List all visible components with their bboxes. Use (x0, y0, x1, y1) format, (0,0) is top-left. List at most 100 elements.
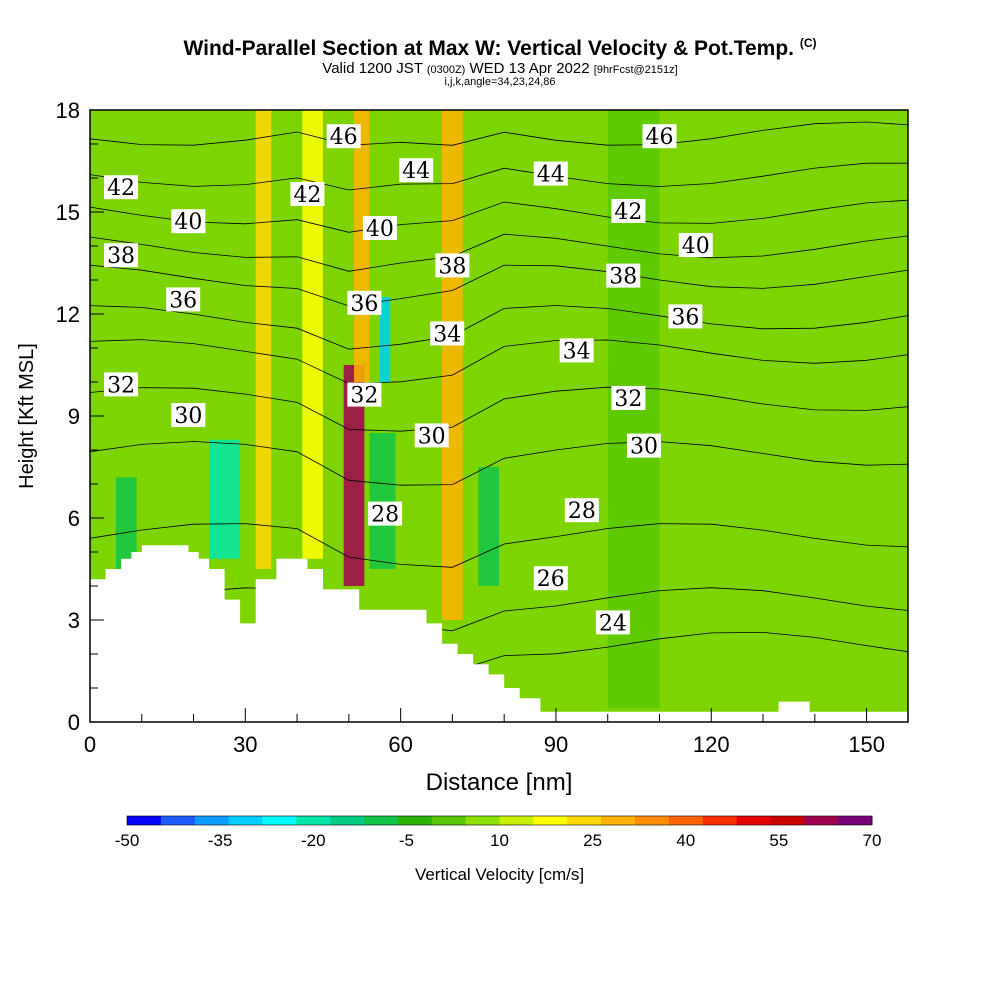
contour-label-box (347, 382, 382, 407)
velocity-band (354, 110, 370, 382)
contour-label-text: 30 (174, 404, 202, 429)
contour-label: 44 (399, 158, 434, 184)
contour-label-box (290, 182, 325, 206)
contour-label-text: 26 (537, 567, 565, 592)
x-tick-label: 0 (84, 732, 96, 757)
colorbar-swatch (702, 816, 738, 825)
contour-label-text: 40 (682, 234, 710, 259)
contour-label: 36 (668, 304, 703, 330)
colorbar-tick-label: -5 (399, 831, 414, 850)
contour-label: 42 (290, 182, 325, 208)
x-tick-label: 60 (388, 732, 412, 757)
contour-label-box (414, 423, 449, 448)
contour-label-box (606, 263, 641, 288)
contour-label-text: 46 (330, 125, 358, 150)
isentrope-38 (90, 264, 908, 307)
colorbar-swatch (736, 816, 771, 825)
velocity-band (209, 439, 241, 559)
colorbar-tick-label: 70 (863, 831, 882, 850)
velocity-band (379, 297, 391, 382)
colorbar-swatch (838, 816, 873, 825)
y-tick-label: 12 (56, 302, 80, 327)
colorbar-swatch (127, 816, 162, 825)
contour-label: 32 (104, 372, 139, 398)
velocity-band (255, 110, 272, 569)
y-tick-label: 18 (56, 98, 80, 123)
contour-label-text: 44 (537, 163, 565, 188)
isentrope-26 (90, 587, 908, 632)
chart-title: Wind-Parallel Section at Max W: Vertical… (183, 36, 817, 60)
isentrope-46 (90, 121, 908, 146)
contour-labels: 46 46 42 42 44 44 40 40 42 38 38 40 36 36 38 34 36 34 32 32… (104, 124, 713, 636)
contour-label: 38 (104, 243, 139, 269)
contour-label-text: 36 (671, 305, 699, 330)
colorbar-frame (126, 815, 873, 826)
colorbar-swatch (160, 816, 196, 825)
velocity-band (369, 433, 396, 569)
contour-label-text: 38 (107, 244, 135, 269)
contour-label: 28 (564, 498, 599, 524)
contour-label-box (104, 243, 139, 268)
chart-subtitle: Valid 1200 JST (0300Z) WED 13 Apr 2022 [… (322, 60, 678, 77)
chart-indices: i,j,k,angle=34,23,24,86 (444, 76, 556, 88)
contour-label-text: 30 (630, 435, 658, 460)
colorbar-swatch (228, 816, 263, 825)
contour-label: 28 (368, 501, 403, 528)
colorbar-swatch (533, 816, 568, 825)
colorbar-swatch (499, 816, 534, 825)
contour-label-text: 36 (350, 292, 378, 317)
contour-label-box (668, 304, 703, 329)
contour-label-box (642, 124, 677, 149)
contour-label-text: 24 (599, 611, 627, 636)
colorbar-swatch (262, 816, 297, 825)
colorbar-swatch (601, 816, 636, 825)
colorbar-swatch (668, 816, 704, 825)
colorbar-tick-label: 55 (769, 831, 788, 850)
x-tick-label: 150 (848, 732, 885, 757)
contour-label-text: 34 (433, 322, 461, 347)
contour-label: 32 (611, 386, 646, 412)
contour-label: 24 (595, 610, 630, 636)
isentrope-44 (90, 162, 908, 191)
colorbar-tick-label: 40 (676, 831, 695, 850)
velocity-band (115, 477, 137, 569)
contour-label-text: 44 (402, 159, 430, 184)
colorbar-tick-label: -20 (301, 831, 326, 850)
contour-label: 26 (533, 566, 568, 592)
colorbar-swatch (770, 816, 805, 825)
velocity-band (478, 467, 499, 586)
y-tick-label: 6 (68, 506, 80, 531)
contour-label-box (611, 386, 646, 410)
colorbar-swatch (330, 816, 365, 825)
contour-label-text: 30 (418, 424, 446, 449)
contour-label-text: 28 (371, 503, 399, 528)
contour-label-box (430, 321, 465, 346)
contour-label-box (611, 199, 646, 223)
contour-label: 30 (414, 423, 449, 449)
contour-label: 42 (104, 175, 139, 201)
title-unit: (C) (799, 36, 817, 50)
contour-label: 36 (166, 287, 201, 313)
x-tick-label: 120 (693, 732, 730, 757)
contour-label-text: 42 (293, 183, 321, 208)
contour-label: 34 (430, 321, 465, 347)
contour-label: 46 (326, 124, 361, 150)
contour-label-box (533, 566, 568, 591)
contour-label-box (595, 610, 630, 635)
isentrope-34 (90, 339, 908, 385)
contour-label-box (626, 433, 661, 458)
contour-label: 42 (611, 199, 646, 225)
isentrope-42 (90, 199, 908, 233)
y-axis-label: Height [Kft MSL] (16, 343, 38, 489)
colorbar-swatch (804, 816, 839, 825)
contour-label-box (347, 290, 382, 315)
contour-label: 34 (559, 338, 594, 364)
contour-label-box (104, 175, 139, 200)
contour-label-box (362, 216, 397, 240)
contour-label-text: 36 (169, 288, 197, 313)
colorbar-swatch (465, 816, 500, 825)
contour-label: 46 (642, 124, 677, 150)
contour-label-box (171, 209, 206, 234)
contour-label-text: 40 (174, 210, 202, 235)
